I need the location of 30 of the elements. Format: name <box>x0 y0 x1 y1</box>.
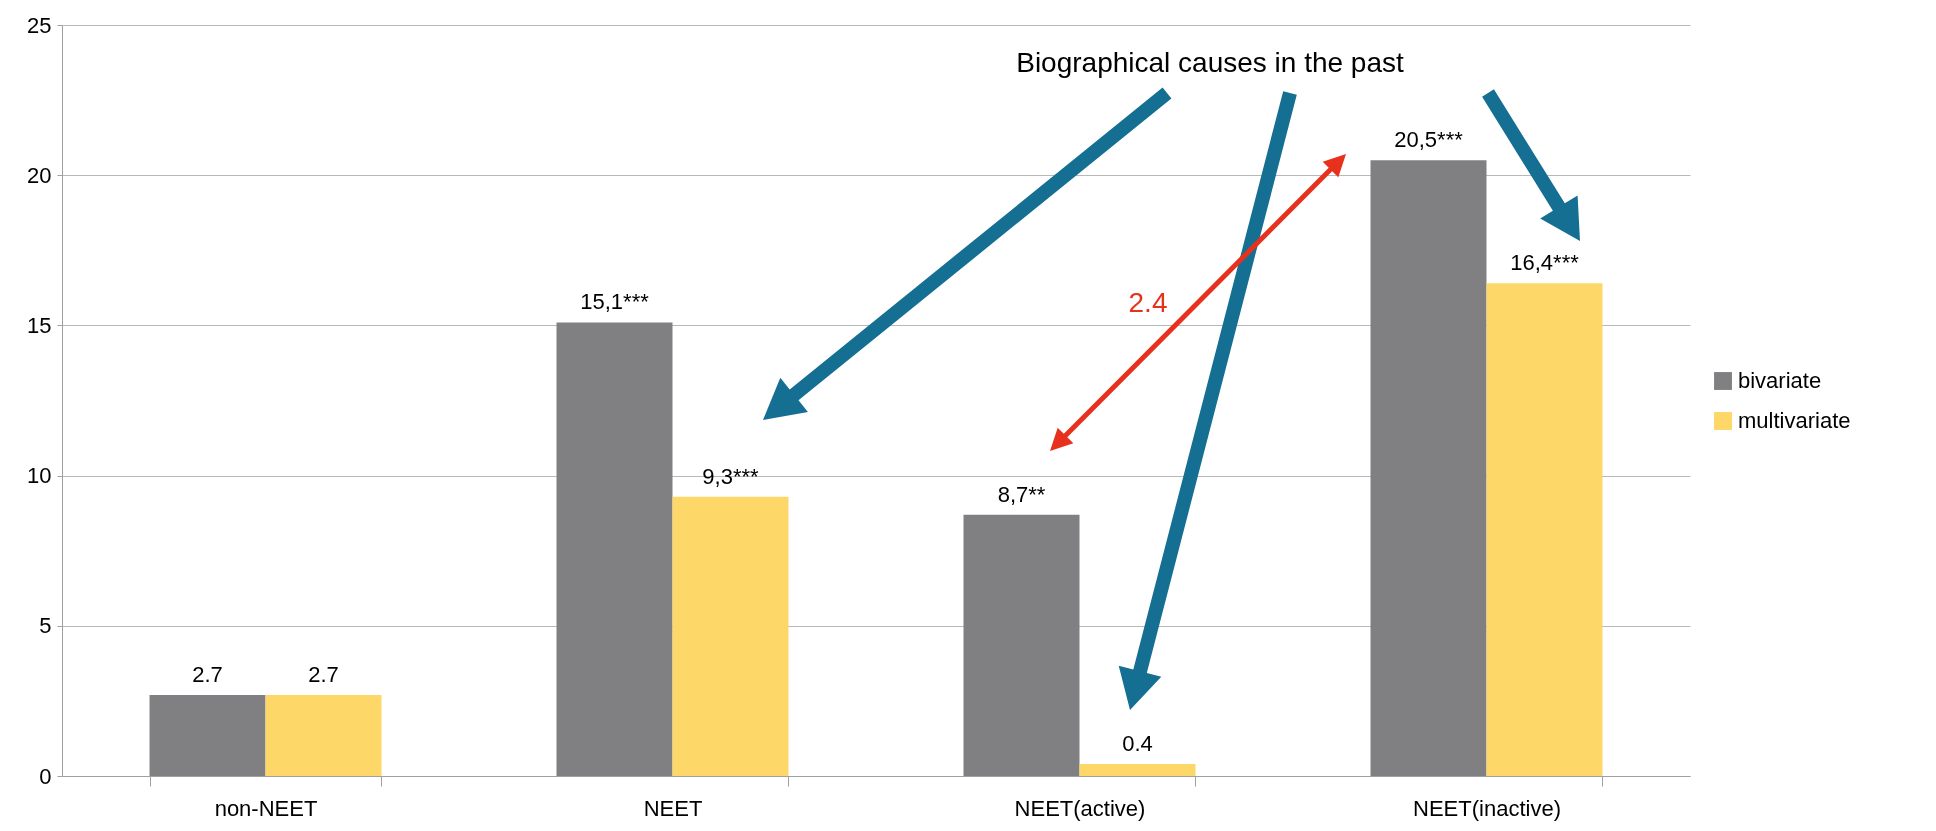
bar <box>556 322 673 776</box>
y-tick-label: 15 <box>27 312 52 338</box>
y-tick-label: 25 <box>27 12 52 38</box>
bar <box>1370 160 1487 776</box>
y-tick-label: 20 <box>27 162 52 188</box>
x-tick-label: NEET(inactive) <box>1413 795 1561 821</box>
data-label: 2.7 <box>308 661 339 687</box>
y-tick-label: 5 <box>39 613 52 639</box>
annotation: Biographical causes in the past <box>1016 47 1404 78</box>
annotation: 2.4 <box>1128 287 1168 318</box>
data-label: 0.4 <box>1122 730 1153 756</box>
data-label: 16,4*** <box>1510 250 1580 276</box>
data-label: 2.7 <box>192 661 223 687</box>
data-label: 8,7** <box>997 481 1046 507</box>
bar <box>149 694 266 776</box>
bar <box>672 496 789 776</box>
data-label: 9,3*** <box>702 463 760 489</box>
data-label: 15,1*** <box>580 289 650 315</box>
x-tick-label: NEET(active) <box>1014 795 1146 821</box>
legend-label: multivariate <box>1738 408 1851 433</box>
x-tick-label: non-NEET <box>214 795 318 821</box>
y-tick-label: 0 <box>39 763 52 789</box>
bar <box>265 694 382 776</box>
data-label: 20,5*** <box>1394 127 1464 153</box>
bar <box>963 514 1080 776</box>
x-tick-label: NEET <box>643 795 703 821</box>
y-tick-label: 10 <box>27 463 52 489</box>
bar <box>1486 283 1603 776</box>
bar <box>1079 763 1196 776</box>
legend-label: bivariate <box>1738 368 1822 393</box>
